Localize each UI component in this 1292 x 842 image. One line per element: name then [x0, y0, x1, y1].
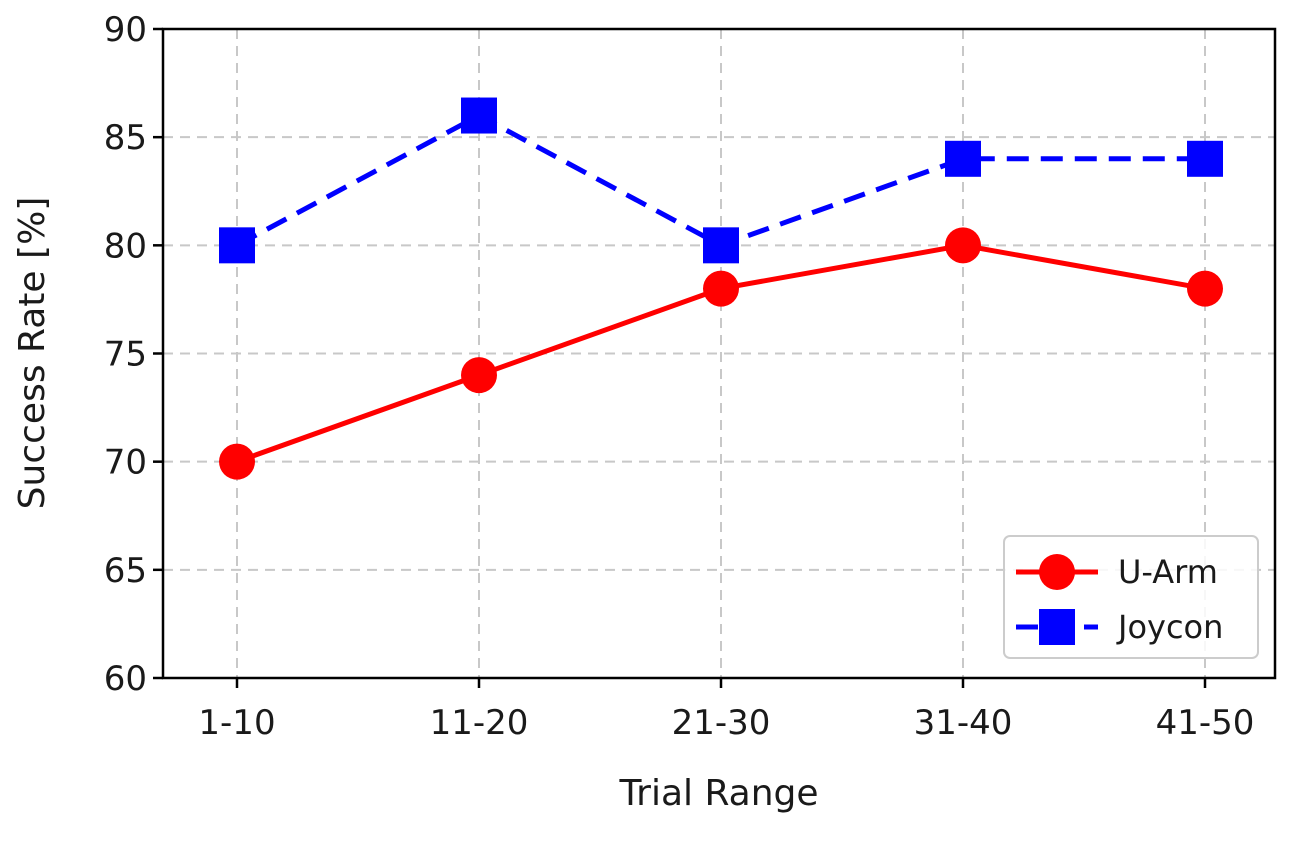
- data-point-joycon: [703, 227, 739, 264]
- legend: U-Arm Joycon: [1003, 535, 1259, 659]
- data-point-joycon: [461, 97, 497, 134]
- series-joycon: [219, 97, 1223, 264]
- y-tick-label: 65: [104, 551, 147, 591]
- x-tick-label: 1-10: [198, 703, 275, 743]
- y-tick-label: 90: [104, 10, 147, 50]
- data-point-u-arm: [1187, 270, 1223, 307]
- data-point-joycon: [945, 140, 981, 177]
- data-point-u-arm: [219, 443, 255, 480]
- legend-marker-joycon: [1039, 609, 1075, 645]
- x-axis-label: Trial Range: [618, 773, 818, 814]
- x-tick-label: 21-30: [672, 703, 771, 743]
- legend-entry-joycon: Joycon: [1016, 608, 1223, 646]
- legend-label-joycon: Joycon: [1116, 608, 1223, 646]
- data-point-u-arm: [945, 227, 981, 264]
- data-point-u-arm: [461, 357, 497, 394]
- data-point-joycon: [1187, 140, 1223, 177]
- y-tick-label: 80: [104, 226, 147, 266]
- ticks: 60 65 70 75 80 85 90 1-10 11-20 21-30 31-40 41-50: [104, 10, 1255, 743]
- x-tick-label: 41-50: [1156, 703, 1255, 743]
- data-point-joycon: [219, 227, 255, 264]
- series-layer: [219, 97, 1223, 480]
- legend-entry-u-arm: U-Arm: [1016, 553, 1218, 591]
- legend-label-u-arm: U-Arm: [1118, 553, 1218, 591]
- x-tick-label: 11-20: [430, 703, 529, 743]
- y-tick-label: 60: [104, 659, 147, 699]
- legend-marker-u-arm: [1039, 554, 1075, 590]
- y-tick-label: 75: [104, 335, 147, 375]
- x-tick-label: 31-40: [914, 703, 1013, 743]
- y-tick-label: 70: [104, 443, 147, 483]
- series-u-arm: [219, 227, 1223, 480]
- y-tick-label: 85: [104, 118, 147, 158]
- data-point-u-arm: [703, 270, 739, 307]
- y-axis-label: Success Rate [%]: [12, 197, 53, 510]
